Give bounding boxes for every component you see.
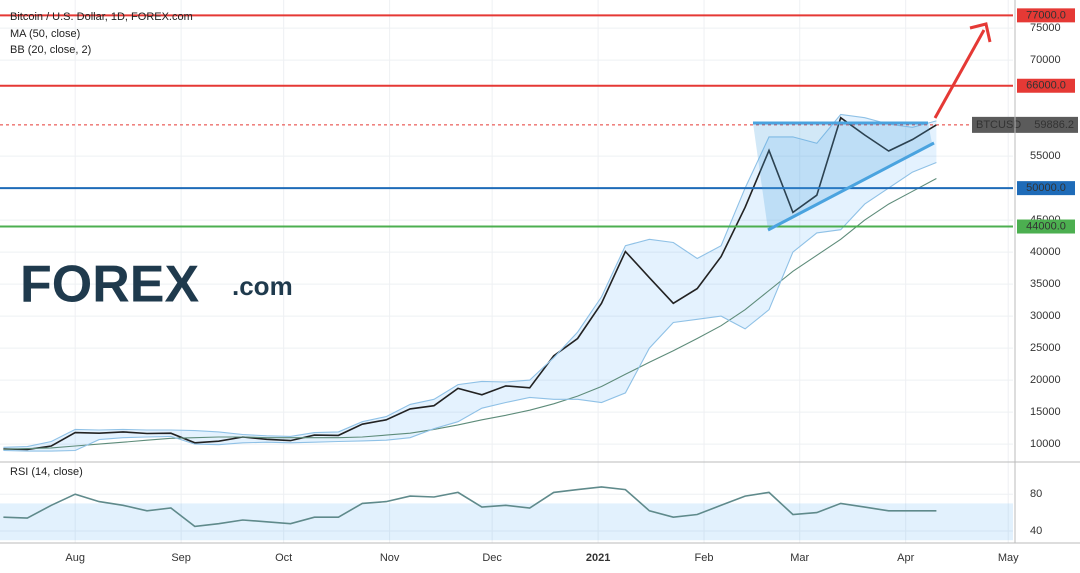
level-label-box <box>1017 8 1075 23</box>
chart-title: Bitcoin / U.S. Dollar, 1D, FOREX.com <box>10 11 193 23</box>
level-label-box <box>1017 78 1075 93</box>
plot <box>0 14 1013 541</box>
logo-suffix: .com <box>232 271 293 301</box>
price-value: 59886.2 <box>1034 119 1074 131</box>
legend-entry: BB (20, close, 2) <box>10 44 91 56</box>
level-label: 66000.0 <box>1026 80 1066 92</box>
price-symbol: BTCUSD <box>976 119 1021 131</box>
grid <box>0 0 1013 543</box>
logo: FOREX <box>20 256 199 314</box>
series-line <box>3 113 937 448</box>
level-label: 77000.0 <box>1026 9 1066 21</box>
projection-arrow <box>933 29 986 119</box>
y-tick-label: 15000 <box>1030 406 1061 418</box>
x-tick-label: Dec <box>482 552 502 564</box>
x-tick-label: Feb <box>695 552 714 564</box>
level-label-box <box>1017 219 1075 234</box>
x-tick-label: Mar <box>790 552 809 564</box>
series-line <box>3 116 937 451</box>
legend-entry: MA (50, close) <box>10 28 80 40</box>
level-label: 44000.0 <box>1026 220 1066 232</box>
x-tick-label: Oct <box>275 552 292 564</box>
series-line <box>3 486 937 528</box>
x-tick-label: Aug <box>65 552 85 564</box>
y-tick-label: 35000 <box>1030 278 1061 290</box>
x-tick-label: 2021 <box>586 552 610 564</box>
y-tick-label: 30000 <box>1030 310 1061 322</box>
trend-line <box>767 141 935 232</box>
y-tick-label: 75000 <box>1030 22 1061 34</box>
x-tick-label: Apr <box>897 552 914 564</box>
overlay: 1000015000200002500030000350004000045000… <box>65 8 1078 564</box>
x-tick-label: May <box>998 552 1019 564</box>
x-tick-label: Sep <box>171 552 191 564</box>
y-tick-label: 40000 <box>1030 246 1061 258</box>
y-tick-label: 70000 <box>1030 54 1061 66</box>
level-label-box <box>1017 181 1075 196</box>
rsi-band <box>0 503 1013 541</box>
arrow-head <box>969 22 992 43</box>
y-tick-label: 55000 <box>1030 150 1061 162</box>
legend-entry: RSI (14, close) <box>10 466 83 478</box>
y-tick-label: 80 <box>1030 488 1042 500</box>
bollinger-fill <box>3 114 937 452</box>
y-tick-label: 20000 <box>1030 374 1061 386</box>
y-tick-label: 10000 <box>1030 438 1061 450</box>
x-tick-label: Nov <box>380 552 400 564</box>
y-tick-label: 25000 <box>1030 342 1061 354</box>
price-label-box <box>972 116 1078 133</box>
y-tick-label: 40 <box>1030 525 1042 537</box>
triangle-pattern <box>753 123 932 230</box>
level-label: 50000.0 <box>1026 182 1066 194</box>
series-line <box>3 161 937 452</box>
